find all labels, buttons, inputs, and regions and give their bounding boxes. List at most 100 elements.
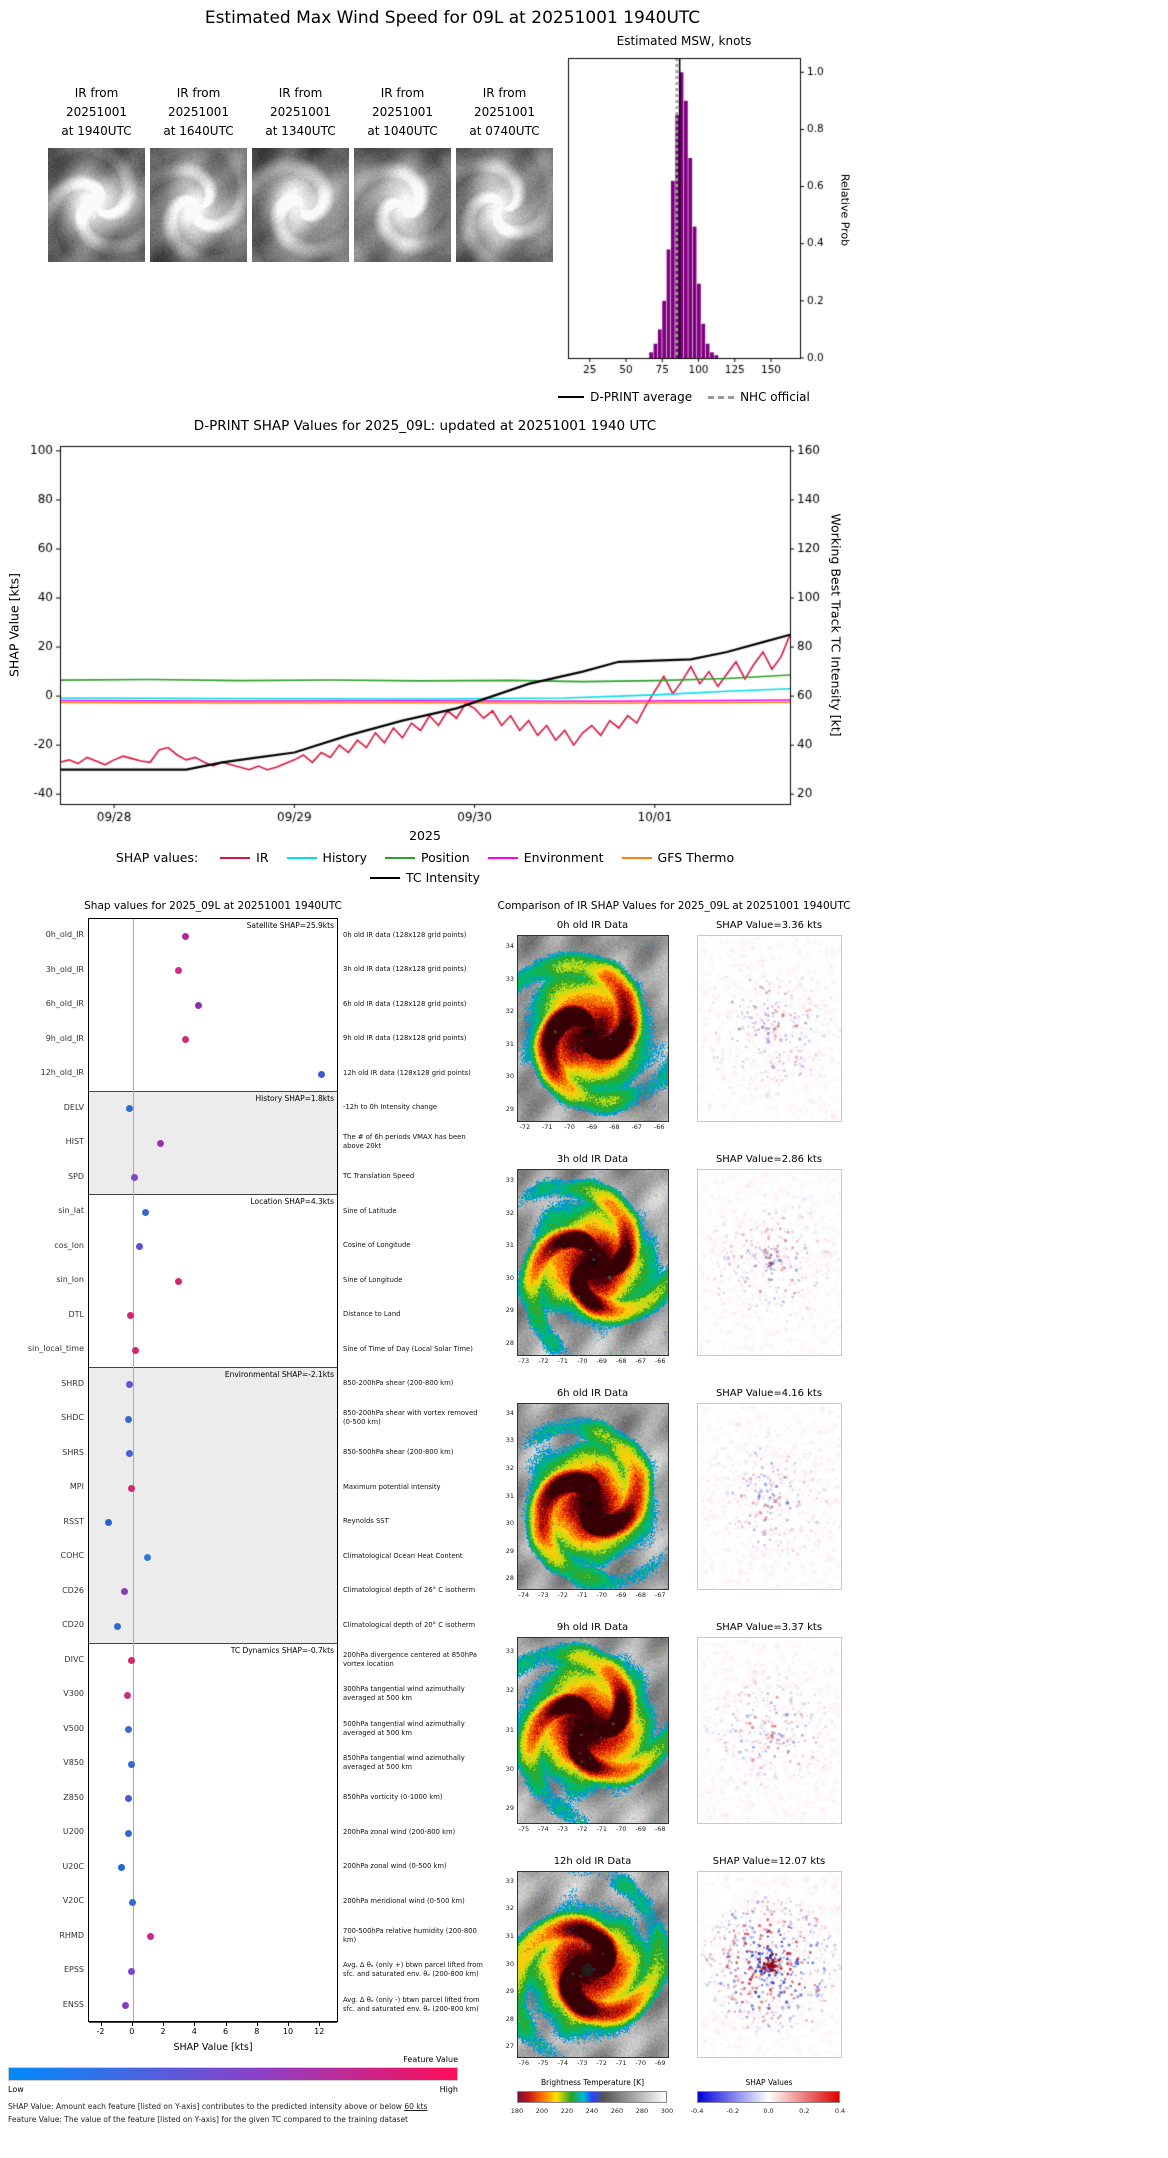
- dotplot-x-tickmark: [319, 2022, 321, 2026]
- dotplot-feature-description-text: 500hPa tangential wind azimuthally avera…: [343, 1719, 465, 1737]
- ir-thumbnail-image: [48, 148, 145, 262]
- dotplot-feature-description: Sine of Time of Day (Local Solar Time): [343, 1332, 488, 1367]
- dotplot-feature-name: U20C: [62, 1861, 84, 1871]
- dotplot-group-band: Location SHAP=4.3kts: [89, 1195, 337, 1368]
- histogram-title: Estimated MSW, knots: [616, 34, 752, 48]
- dotplot-feature-dot: [126, 1381, 134, 1389]
- dotplot-group-label: Location SHAP=4.3kts: [250, 1197, 334, 1206]
- dotplot-feature-dot: [114, 1622, 122, 1630]
- dotplot-feature-description-text: 850-200hPa shear with vortex removed (0-…: [343, 1409, 478, 1427]
- ir-data-panel-title: 0h old IR Data: [556, 920, 629, 931]
- feature-value-low-label: Low: [8, 2085, 24, 2094]
- ir-map-x-tick: -70: [615, 1825, 627, 1833]
- dotplot-feature-description: 3h old IR data (128x128 grid points): [343, 953, 488, 988]
- ir-map-x-tick: -69: [635, 1825, 646, 1833]
- ir-map-x-tick: -72: [576, 1825, 588, 1833]
- dotplot-feature-description-text: The # of 6h periods VMAX has been above …: [343, 1133, 466, 1151]
- ir-thumbnail-caption: IR from 20251001 at 1040UTC: [354, 84, 451, 144]
- feature-value-high-label: High: [439, 2085, 458, 2094]
- dotplot-feature-dot: [125, 1415, 133, 1423]
- legend-series-label: Environment: [523, 850, 604, 865]
- ir-map-y-tick: 32: [505, 1904, 514, 1913]
- dotplot-feature-dot: [144, 1553, 152, 1561]
- dotplot-feature-name: EPSS: [63, 1965, 84, 1975]
- ir-thumbnail-caption-line: 20251001: [269, 105, 332, 119]
- dotplot-x-tick-label: 12: [314, 2027, 325, 2036]
- footnote-feature-value: Feature Value: The value of the feature …: [8, 2115, 409, 2124]
- dotplot-feature-description: Climatological depth of 26° C isotherm: [343, 1574, 488, 1609]
- dotplot-x-tick-label: 4: [191, 2027, 197, 2036]
- ir-thumbnail-caption-line: at 1340UTC: [265, 124, 336, 138]
- ir-data-image: [517, 1637, 669, 1824]
- dotplot-feature-dot: [123, 1691, 131, 1699]
- ir-comparison-title: Comparison of IR SHAP Values for 2025_09…: [497, 900, 851, 912]
- ir-map-x-tick: -72: [537, 1357, 549, 1365]
- ir-map-x-tick: -69: [654, 2059, 666, 2067]
- dotplot-feature-dot: [174, 1277, 182, 1285]
- ir-map-x-tick: -74: [557, 2059, 569, 2067]
- dotplot-feature-name: 0h_old_IR: [45, 930, 84, 940]
- dotplot-feature-description-text: 200hPa meridional wind (0-500 km): [343, 1896, 465, 1905]
- shap-panel-title: SHAP Value=3.37 kts: [715, 1622, 823, 1633]
- ir-thumbnail-image: [150, 148, 247, 262]
- timeseries-legend-row2: TC Intensity: [60, 870, 790, 885]
- shap-colorbar-tick: 0.2: [799, 2107, 810, 2115]
- legend-line-swatch: [220, 856, 251, 859]
- ir-map-x-tick: -70: [596, 1591, 608, 1599]
- dotplot-feature-name: SPD: [67, 1171, 84, 1181]
- dotplot-feature-description-text: Climatological depth of 26° C isotherm: [343, 1586, 476, 1595]
- dotplot-feature-name: SHDC: [61, 1413, 84, 1423]
- ir-map-x-tick: -68: [654, 1825, 666, 1833]
- dotplot-feature-name: sin_local_time: [27, 1344, 84, 1354]
- ir-map-x-tick: -66: [654, 1357, 666, 1365]
- ir-map-x-tick: -72: [596, 2059, 608, 2067]
- dotplot-feature-name: sin_lon: [56, 1275, 84, 1285]
- ir-thumbnail-caption-line: at 0740UTC: [469, 124, 540, 138]
- dotplot-feature-dot: [182, 1036, 190, 1044]
- dotplot-feature-description-text: 3h old IR data (128x128 grid points): [343, 965, 467, 974]
- dotplot-x-tickmark: [288, 2022, 289, 2026]
- dotplot-feature-name: 6h_old_IR: [45, 999, 84, 1009]
- shap-value-image: [697, 1871, 842, 2058]
- dotplot-feature-dot: [157, 1139, 165, 1147]
- dotplot-x-tick-label: 8: [254, 2027, 260, 2036]
- dotplot-feature-description: Avg. Δ θₑ (only -) btwn parcel lifted fr…: [343, 1988, 488, 2023]
- dotplot-feature-dot: [127, 1484, 135, 1492]
- shap-panel-title: SHAP Value=2.86 kts: [715, 1154, 823, 1165]
- ir-data-panel-title: 12h old IR Data: [553, 1856, 632, 1867]
- footnote-shap-value-text: SHAP Value: Amount each feature [listed …: [8, 2102, 405, 2111]
- dotplot-feature-description: The # of 6h periods VMAX has been above …: [343, 1125, 488, 1160]
- dotplot-feature-name: RSST: [63, 1516, 84, 1526]
- bt-colorbar-tick: 240: [585, 2107, 599, 2115]
- bt-colorbar-tick: 200: [535, 2107, 549, 2115]
- ir-thumbnail-caption-line: 20251001: [473, 105, 536, 119]
- dotplot-feature-description-text: 850hPa tangential wind azimuthally avera…: [343, 1754, 465, 1772]
- dotplot-feature-description: Sine of Latitude: [343, 1194, 488, 1229]
- dotplot-feature-description-text: Climatological Ocean Heat Content: [343, 1551, 463, 1560]
- bt-colorbar-tick: 180: [510, 2107, 524, 2115]
- dotplot-feature-description: Reynolds SST: [343, 1505, 488, 1540]
- dotplot-feature-description: 700-500hPa relative humidity (200-800 km…: [343, 1919, 488, 1954]
- ir-thumbnail-caption: IR from 20251001 at 1940UTC: [48, 84, 145, 144]
- ir-data-image: [517, 935, 669, 1122]
- shap-panel-title: SHAP Value=12.07 kts: [712, 1856, 826, 1867]
- shap-colorbar-tick: 0.4: [834, 2107, 846, 2115]
- ir-thumbnail-caption-line: at 1040UTC: [367, 124, 438, 138]
- ir-map-y-tick: 34: [505, 942, 514, 951]
- ir-thumbnail-caption-line: IR from: [380, 86, 425, 100]
- dotplot-feature-name: RHMD: [59, 1930, 84, 1940]
- ir-map-y-tick: 28: [505, 1574, 514, 1583]
- ir-map-y-tick: 33: [505, 1876, 514, 1885]
- legend-series-label: TC Intensity: [405, 870, 480, 885]
- ir-map-y-tick: 31: [505, 1931, 514, 1940]
- dotplot-group-label: TC Dynamics SHAP=-0.7kts: [230, 1645, 334, 1655]
- ir-data-image: [517, 1169, 669, 1356]
- ir-map-y-tick: 30: [505, 1072, 514, 1081]
- ir-thumbnail-image: [252, 148, 349, 262]
- ir-map-x-tick: -76: [518, 2059, 530, 2067]
- dotplot-feature-dot: [124, 1795, 132, 1803]
- dotplot-feature-name: DELV: [63, 1102, 84, 1112]
- legend-item-ir: IR: [220, 850, 269, 865]
- legend-item-environment: Environment: [487, 850, 604, 865]
